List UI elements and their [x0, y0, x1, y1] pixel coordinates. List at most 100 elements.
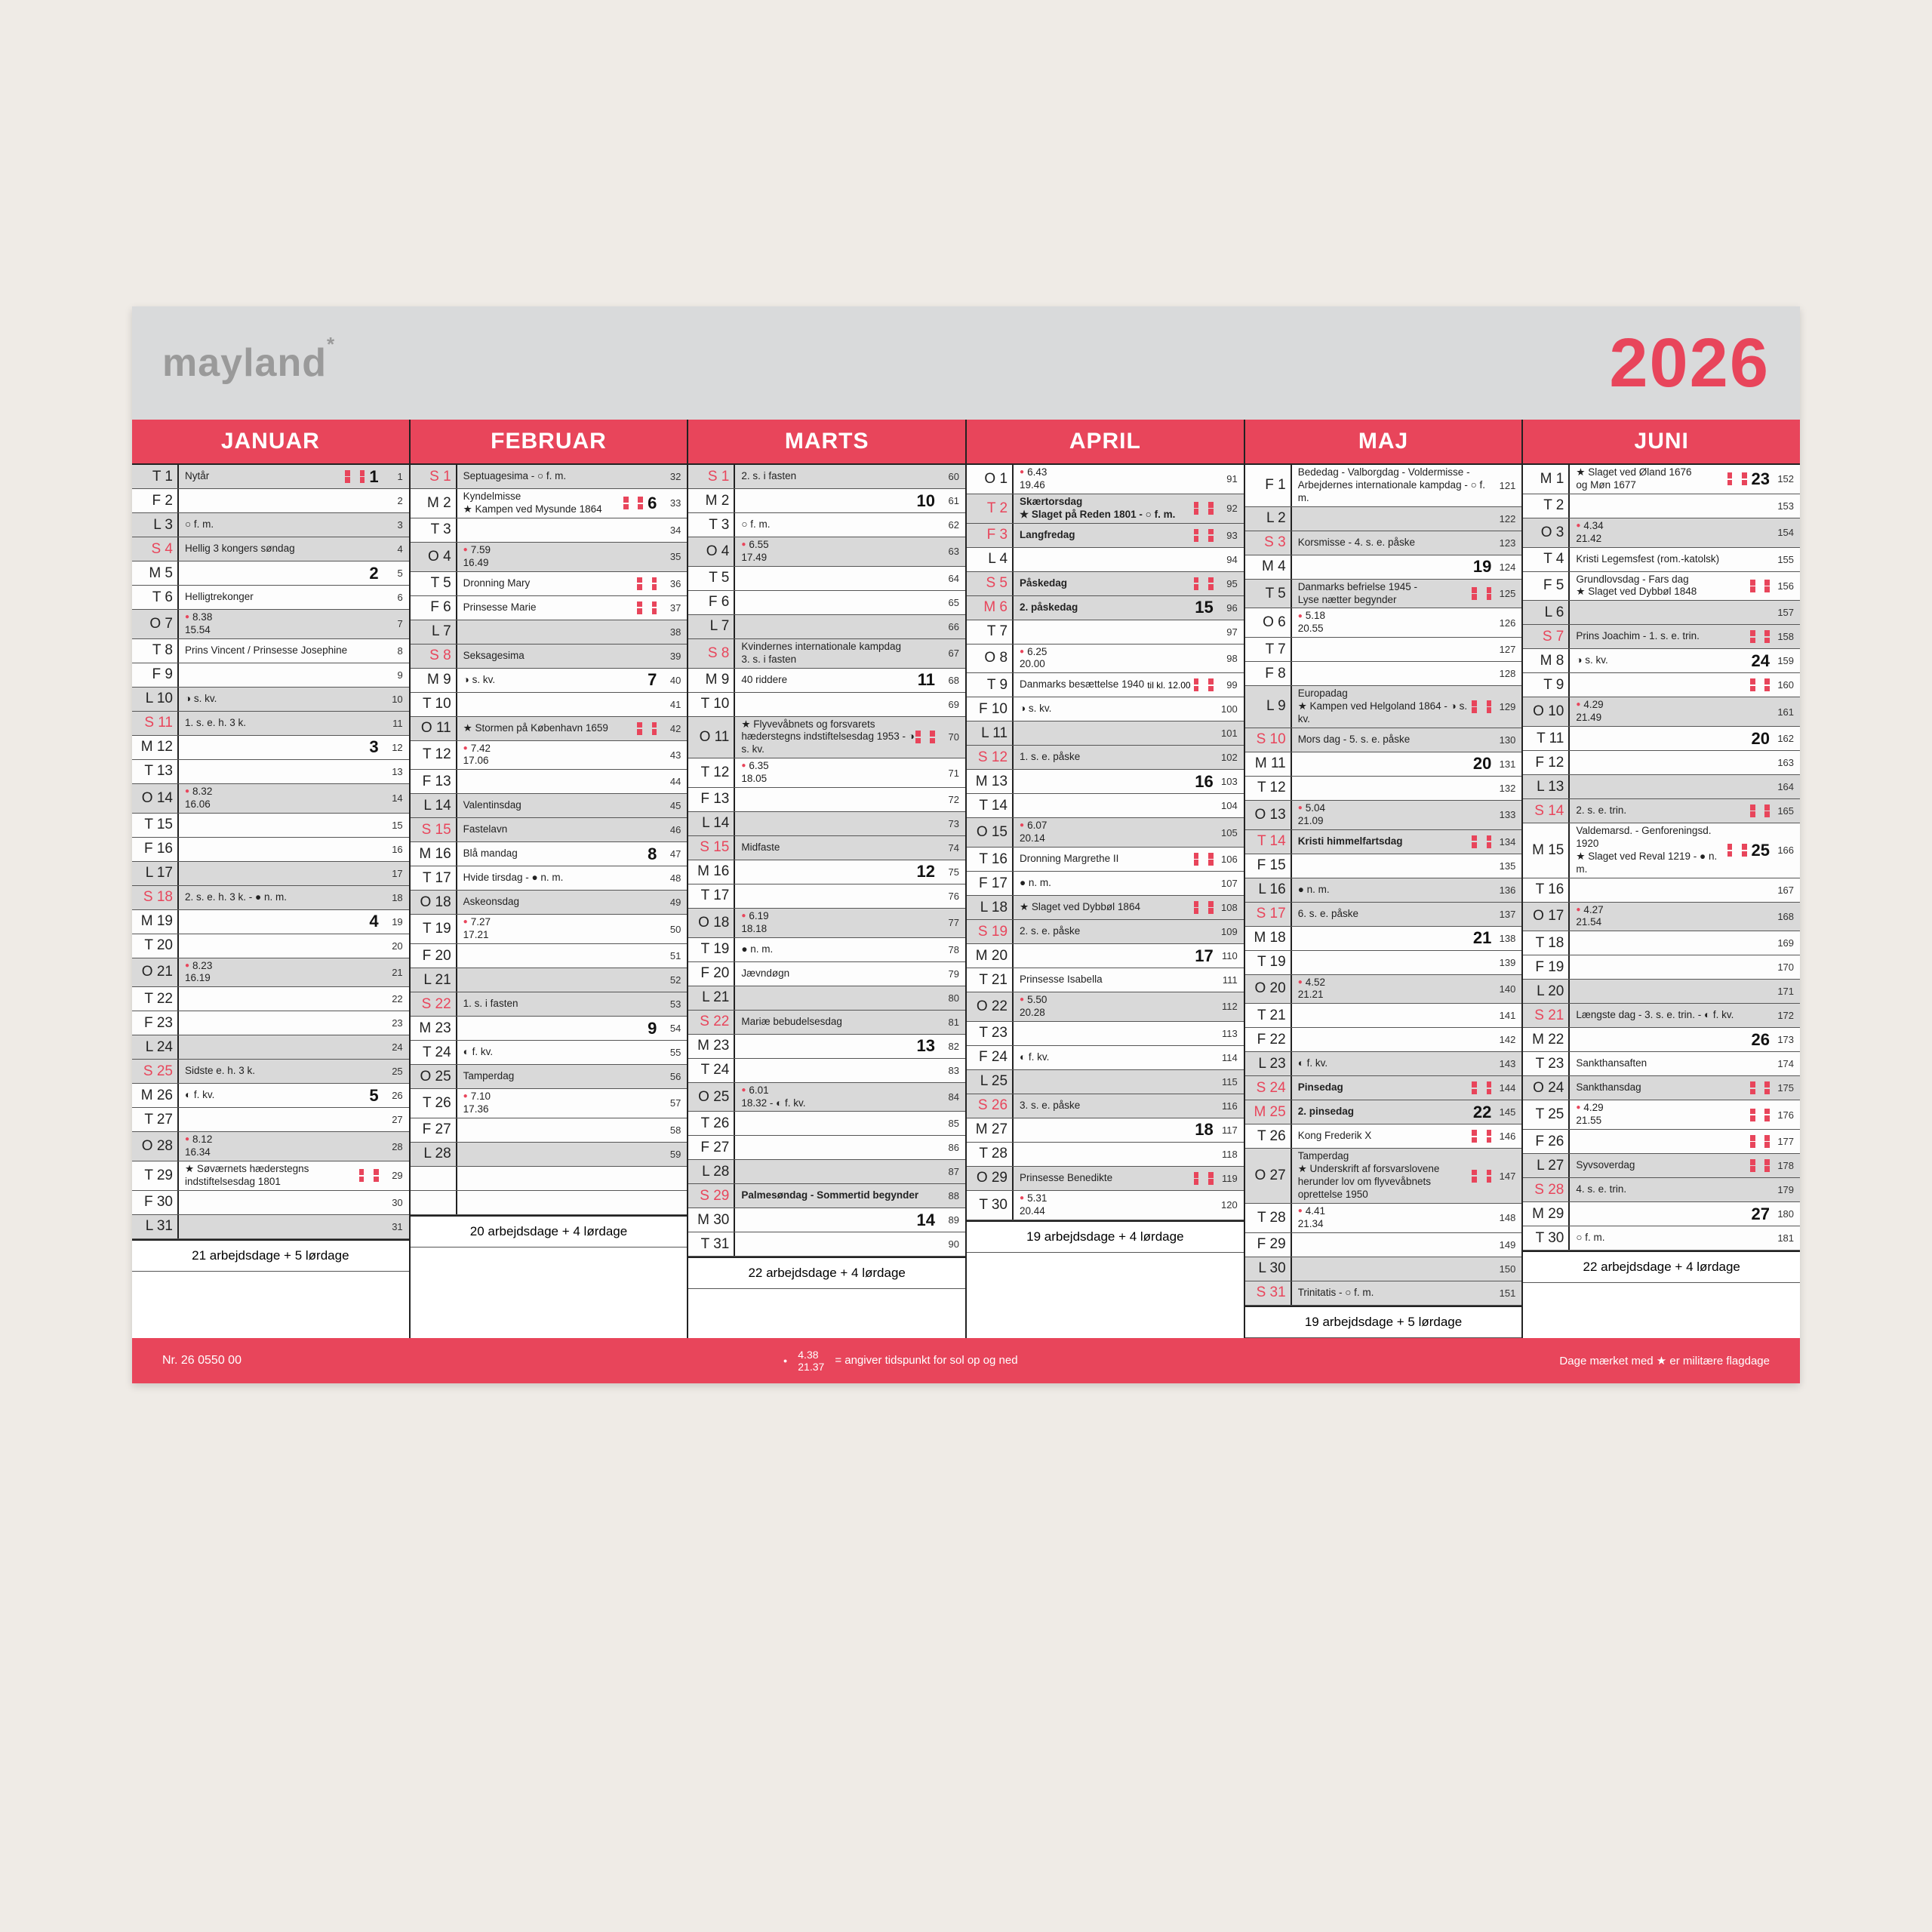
calendar-day-row[interactable]: T 17 76 — [688, 884, 965, 909]
calendar-day-row[interactable]: M 27 18 117 — [967, 1118, 1244, 1143]
calendar-day-row[interactable]: L 7 66 — [688, 615, 965, 639]
calendar-day-row[interactable]: O 15 ● 6.07 20.14 105 — [967, 818, 1244, 848]
calendar-day-row[interactable]: F 6 Prinsesse Marie 37 — [411, 596, 688, 620]
calendar-day-row[interactable]: M 18 21 138 — [1245, 927, 1522, 951]
calendar-day-row[interactable]: S 7 Prins Joachim - 1. s. e. trin. 158 — [1523, 625, 1800, 649]
calendar-day-row[interactable]: F 29 149 — [1245, 1233, 1522, 1257]
calendar-day-row[interactable]: M 9 ◑ s. kv. 7 40 — [411, 669, 688, 693]
calendar-day-row[interactable]: F 16 16 — [132, 838, 409, 862]
calendar-day-row[interactable]: O 13 ● 5.04 21.09 133 — [1245, 801, 1522, 830]
calendar-day-row[interactable]: S 19 2. s. e. påske 109 — [967, 920, 1244, 944]
calendar-day-row[interactable]: F 27 58 — [411, 1118, 688, 1143]
calendar-day-row[interactable]: F 20 51 — [411, 944, 688, 968]
calendar-day-row[interactable]: L 23 ◐ f. kv. 143 — [1245, 1052, 1522, 1076]
calendar-day-row[interactable]: S 22 1. s. i fasten 53 — [411, 992, 688, 1017]
calendar-day-row[interactable]: L 14 Valentinsdag 45 — [411, 794, 688, 818]
calendar-day-row[interactable]: M 26 ◐ f. kv. 5 26 — [132, 1084, 409, 1108]
calendar-day-row[interactable]: M 16 Blå mandag 8 47 — [411, 842, 688, 866]
calendar-day-row[interactable]: F 17 ● n. m. 107 — [967, 872, 1244, 896]
calendar-day-row[interactable]: M 13 16 103 — [967, 770, 1244, 794]
calendar-day-row[interactable]: O 17 ● 4.27 21.54 168 — [1523, 903, 1800, 932]
calendar-day-row[interactable]: L 28 59 — [411, 1143, 688, 1167]
calendar-day-row[interactable]: M 11 20 131 — [1245, 752, 1522, 777]
calendar-day-row[interactable]: F 20 Jævndøgn 79 — [688, 962, 965, 986]
calendar-day-row[interactable]: L 27 Syvsoverdag 178 — [1523, 1154, 1800, 1178]
calendar-day-row[interactable]: M 6 2. påskedag 15 96 — [967, 596, 1244, 620]
calendar-day-row[interactable]: S 26 3. s. e. påske 116 — [967, 1094, 1244, 1118]
calendar-day-row[interactable]: F 13 72 — [688, 788, 965, 812]
calendar-day-row[interactable]: T 21 Prinsesse Isabella 111 — [967, 968, 1244, 992]
calendar-day-row[interactable]: M 29 27 180 — [1523, 1202, 1800, 1226]
calendar-day-row[interactable]: S 15 Midfaste 74 — [688, 836, 965, 860]
calendar-day-row[interactable]: T 19 139 — [1245, 951, 1522, 975]
calendar-day-row[interactable]: M 12 3 12 — [132, 736, 409, 760]
calendar-day-row[interactable]: O 4 ● 7.59 16.49 35 — [411, 543, 688, 572]
calendar-day-row[interactable]: L 31 31 — [132, 1215, 409, 1239]
calendar-day-row[interactable]: T 26 ● 7.10 17.36 57 — [411, 1089, 688, 1118]
calendar-day-row[interactable]: S 4 Hellig 3 kongers søndag 4 — [132, 537, 409, 561]
calendar-day-row[interactable]: T 16 Dronning Margrethe II 106 — [967, 848, 1244, 872]
calendar-day-row[interactable]: O 20 ● 4.52 21.21 140 — [1245, 975, 1522, 1004]
calendar-day-row[interactable]: F 15 135 — [1245, 854, 1522, 878]
calendar-day-row[interactable]: T 25 ● 4.29 21.55 176 — [1523, 1100, 1800, 1130]
calendar-day-row[interactable]: L 16 ● n. m. 136 — [1245, 878, 1522, 903]
calendar-day-row[interactable]: L 21 80 — [688, 986, 965, 1011]
calendar-day-row[interactable] — [411, 1167, 688, 1191]
calendar-day-row[interactable]: T 17 Hvide tirsdag - ● n. m. 48 — [411, 866, 688, 891]
calendar-day-row[interactable]: F 30 30 — [132, 1191, 409, 1215]
calendar-day-row[interactable]: M 23 13 82 — [688, 1035, 965, 1059]
calendar-day-row[interactable]: S 28 4. s. e. trin. 179 — [1523, 1178, 1800, 1202]
calendar-day-row[interactable]: T 16 167 — [1523, 878, 1800, 903]
calendar-day-row[interactable]: M 2 Kyndelmisse ★ Kampen ved Mysunde 1864 6… — [411, 489, 688, 518]
calendar-day-row[interactable]: T 11 20 162 — [1523, 727, 1800, 751]
calendar-day-row[interactable]: T 18 169 — [1523, 931, 1800, 955]
calendar-day-row[interactable]: T 1 Nytår 1 1 — [132, 465, 409, 489]
calendar-day-row[interactable]: T 8 Prins Vincent / Prinsesse Josephine 8 — [132, 639, 409, 663]
calendar-day-row[interactable]: O 28 ● 8.12 16.34 28 — [132, 1132, 409, 1161]
calendar-day-row[interactable]: T 5 Danmarks befrielse 1945 - Lyse nætter … — [1245, 580, 1522, 609]
calendar-day-row[interactable]: T 9 Danmarks besættelse 1940 til kl. 12.0… — [967, 673, 1244, 697]
calendar-day-row[interactable]: F 5 Grundlovsdag - Fars dag ★ Slaget ved D… — [1523, 572, 1800, 601]
calendar-day-row[interactable]: T 26 85 — [688, 1112, 965, 1136]
calendar-day-row[interactable]: L 17 17 — [132, 862, 409, 886]
calendar-day-row[interactable]: F 24 ◐ f. kv. 114 — [967, 1046, 1244, 1070]
calendar-day-row[interactable]: S 29 Palmesøndag - Sommertid begynder 88 — [688, 1184, 965, 1208]
calendar-day-row[interactable]: S 31 Trinitatis - ○ f. m. 151 — [1245, 1281, 1522, 1306]
calendar-day-row[interactable]: M 30 14 89 — [688, 1208, 965, 1232]
calendar-day-row[interactable]: O 25 Tamperdag 56 — [411, 1065, 688, 1089]
calendar-day-row[interactable]: T 26 Kong Frederik X 146 — [1245, 1124, 1522, 1149]
calendar-day-row[interactable]: L 20 171 — [1523, 980, 1800, 1004]
calendar-day-row[interactable]: T 14 104 — [967, 794, 1244, 818]
calendar-day-row[interactable]: O 22 ● 5.50 20.28 112 — [967, 992, 1244, 1022]
calendar-day-row[interactable]: S 15 Fastelavn 46 — [411, 818, 688, 842]
calendar-day-row[interactable]: L 3 ○ f. m. 3 — [132, 513, 409, 537]
calendar-day-row[interactable]: M 1 ★ Slaget ved Øland 1676 og Møn 1677 23 1… — [1523, 465, 1800, 494]
calendar-day-row[interactable]: M 4 19 124 — [1245, 555, 1522, 580]
calendar-day-row[interactable]: T 23 113 — [967, 1022, 1244, 1046]
calendar-day-row[interactable]: O 29 Prinsesse Benedikte 119 — [967, 1167, 1244, 1191]
calendar-day-row[interactable]: S 18 2. s. e. h. 3 k. - ● n. m. 18 — [132, 886, 409, 910]
calendar-day-row[interactable]: O 11 ★ Stormen på København 1659 42 — [411, 717, 688, 741]
calendar-day-row[interactable]: S 14 2. s. e. trin. 165 — [1523, 799, 1800, 823]
calendar-day-row[interactable]: L 25 115 — [967, 1070, 1244, 1094]
calendar-day-row[interactable]: T 19 ● 7.27 17.21 50 — [411, 915, 688, 944]
calendar-day-row[interactable]: S 22 Mariæ bebudelsesdag 81 — [688, 1011, 965, 1035]
calendar-day-row[interactable]: M 16 12 75 — [688, 860, 965, 884]
calendar-day-row[interactable]: L 4 94 — [967, 548, 1244, 572]
calendar-day-row[interactable]: S 1 2. s. i fasten 60 — [688, 465, 965, 489]
calendar-day-row[interactable]: F 27 86 — [688, 1136, 965, 1160]
calendar-day-row[interactable]: T 23 Sankthansaften 174 — [1523, 1052, 1800, 1076]
calendar-day-row[interactable]: T 19 ● n. m. 78 — [688, 938, 965, 962]
calendar-day-row[interactable]: T 2 153 — [1523, 494, 1800, 518]
calendar-day-row[interactable]: O 27 Tamperdag ★ Underskrift af forsvarslo… — [1245, 1149, 1522, 1204]
calendar-day-row[interactable]: F 8 128 — [1245, 662, 1522, 686]
calendar-day-row[interactable]: O 8 ● 6.25 20.00 98 — [967, 645, 1244, 674]
calendar-day-row[interactable]: O 25 ● 6.01 18.32 - ◐ f. kv. 84 — [688, 1083, 965, 1112]
calendar-day-row[interactable]: S 3 Korsmisse - 4. s. e. påske 123 — [1245, 531, 1522, 555]
calendar-day-row[interactable]: S 1 Septuagesima - ○ f. m. 32 — [411, 465, 688, 489]
calendar-day-row[interactable]: L 21 52 — [411, 968, 688, 992]
calendar-day-row[interactable]: O 18 Askeonsdag 49 — [411, 891, 688, 915]
calendar-day-row[interactable]: M 19 4 19 — [132, 910, 409, 934]
calendar-day-row[interactable]: O 14 ● 8.32 16.06 14 — [132, 784, 409, 814]
